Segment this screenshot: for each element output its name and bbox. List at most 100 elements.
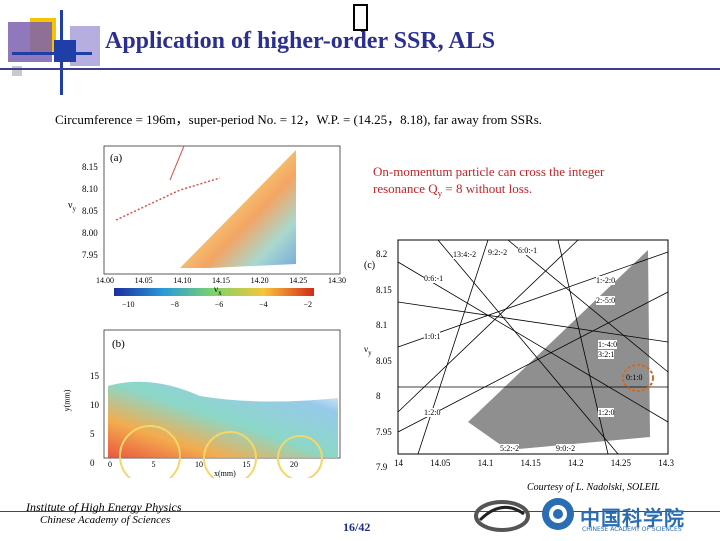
panel-b-y-ticks: 15 10 5 0 [90, 362, 99, 478]
panel-b-x-tick: 5 [151, 460, 156, 469]
panel-b-y-tick: 10 [90, 400, 99, 410]
panel-a-x-axis-label: νx [214, 284, 222, 297]
panel-c-y-tick: 7.95 [376, 426, 392, 437]
resonance-label: 5:2:-2 [500, 444, 520, 453]
panel-a-x-tick: 14.20 [250, 276, 269, 285]
panel-b-x-tick: 10 [195, 460, 203, 469]
panel-c-y-tick: 8.1 [376, 320, 388, 330]
colorbar-tick: −8 [170, 300, 179, 309]
resonance-label: 9:2:-2 [488, 248, 508, 257]
resonance-label: 13:4:-2 [453, 250, 477, 259]
resonance-label: 9:0:-2 [556, 444, 576, 453]
panel-a-colorbar-ticks: −10 −8 −6 −4 −2 [122, 300, 312, 309]
panel-a-y-tick: 8.15 [82, 162, 98, 172]
slide-title: Application of higher-order SSR, ALS [105, 28, 496, 54]
resonance-note: On-momentum particle can cross the integ… [373, 163, 643, 203]
panel-c-x-tick: 14 [394, 458, 403, 468]
panel-b-x-tick: 0 [108, 460, 112, 469]
colorbar-tick: −6 [214, 300, 224, 309]
panel-b-x-tick: 20 [290, 460, 298, 469]
panel-a-y-tick: 8.05 [82, 206, 98, 216]
panel-c-x-tick: 14.1 [477, 458, 494, 468]
corner-hline [12, 52, 92, 55]
resonance-label: 1:-2:0 [596, 276, 616, 285]
note-line-2-sub: y [437, 188, 443, 199]
panel-c-label: (c) [364, 260, 376, 271]
panel-c-y-axis-sub: y [368, 348, 372, 357]
corner-block-purple [8, 22, 52, 62]
panel-b-x-axis-label: x(mm) [214, 469, 236, 478]
panel-a-y-axis-sub: y [72, 205, 77, 213]
panel-a-x-tick: 14.05 [134, 276, 153, 285]
panel-a-y-axis-label: νy [68, 200, 76, 213]
panel-a-y-axis-symbol: ν [68, 200, 73, 211]
panel-c-y-tick: 7.9 [376, 462, 388, 472]
panel-a-x-tick: 14.25 [289, 276, 308, 285]
colorbar-tick: −4 [259, 300, 268, 309]
panel-b-x-ticks: 0 5 10 15 20 [108, 460, 298, 469]
panel-a-y-tick: 8.10 [82, 184, 98, 194]
panel-c-y-axis-symbol: ν [364, 344, 369, 354]
panel-a-y-tick: 7.95 [82, 250, 98, 260]
resonance-label: 1:0:1 [424, 332, 441, 341]
ihep-logo-icon [472, 496, 532, 536]
panel-b-y-tick: 5 [90, 429, 95, 439]
panel-a-y-ticks: 8.15 8.10 8.05 8.00 7.95 [82, 156, 98, 266]
note-line-2: resonance Qy = 8 without loss. [373, 180, 643, 203]
resonance-label: 0:1:0 [626, 373, 643, 382]
note-line-2-prefix: resonance Q [373, 181, 438, 196]
panel-a-y-tick: 8.00 [82, 228, 98, 238]
missing-glyph-box [353, 4, 368, 31]
panel-c-y-tick: 8.05 [376, 355, 392, 366]
corner-block-blue-square [54, 40, 76, 62]
panel-a-x-axis-sub: x [218, 288, 222, 297]
panel-c-y-tick: 8.2 [376, 249, 388, 259]
panel-c-resonance-diagram: (c) 8.2 8.15 8.1 8.05 8 7.95 7.9 νy 14 1… [358, 232, 678, 482]
title-underline [0, 68, 720, 70]
panel-a-x-tick: 14.00 [96, 276, 114, 285]
slide-subtitle: Circumference = 196m，super-period No. = … [55, 112, 543, 127]
cas-logo-subtext: CHINESE ACADEMY OF SCIENCES [582, 526, 682, 533]
panel-c-x-tick: 14.2 [567, 458, 584, 468]
colorbar-tick: −10 [122, 300, 135, 309]
panel-a-x-ticks: 14.00 14.05 14.10 14.15 14.20 14.25 14.3… [96, 276, 346, 285]
panel-c-x-tick: 14.15 [520, 458, 541, 468]
panel-b-y-axis-label: y(mm) [62, 389, 72, 412]
panel-c-y-tick: 8.15 [376, 284, 392, 295]
panel-b-y-tick: 15 [90, 371, 99, 381]
panel-a-label: (a) [110, 152, 123, 164]
panel-a-frequency-map: (a) 8.15 8.10 8.05 8.00 7.95 νy 14.00 14… [60, 138, 350, 318]
panel-c-y-ticks: 8.2 8.15 8.1 8.05 8 7.95 7.9 [376, 237, 392, 482]
resonance-label: 2:-5:0 [596, 296, 616, 305]
academy-name: Chinese Academy of Sciences [40, 514, 171, 526]
panel-b-y-tick: 0 [90, 458, 95, 468]
resonance-label: 1:-4:0 [598, 340, 618, 349]
resonance-label: 1:2:0 [424, 408, 441, 417]
panel-c-x-tick: 14.05 [430, 458, 451, 468]
panel-b-label: (b) [112, 338, 125, 350]
panel-c-x-ticks: 14 14.05 14.1 14.15 14.2 14.25 14.3 [394, 458, 674, 468]
resonance-label: 6:0:-1 [518, 246, 538, 255]
colorbar-tick: −2 [303, 300, 312, 309]
panel-a-x-axis-symbol: ν [214, 284, 219, 294]
resonance-label: 3:2:1 [598, 350, 615, 359]
panel-c-x-tick: 14.25 [610, 458, 632, 468]
note-line-1: On-momentum particle can cross the integ… [373, 164, 605, 179]
cas-logo-text: 中国科学院 [580, 506, 685, 530]
cas-logo-icon [540, 496, 576, 532]
resonance-label: 0:6:-1 [424, 274, 444, 283]
panel-c-y-axis-label: νy [364, 344, 372, 357]
panel-c-y-tick: 8 [376, 391, 381, 401]
footer-rule [0, 511, 720, 512]
corner-small-square [12, 66, 22, 76]
note-line-2-suffix: = 8 without loss. [442, 181, 533, 196]
panel-a-x-tick: 14.15 [211, 276, 230, 285]
panel-b-diffusion-map: (b) 15 10 5 0 y(mm) 0 5 10 15 20 x(mm) [60, 326, 350, 478]
panel-b-x-tick: 15 [242, 460, 251, 469]
panel-c-x-tick: 14.3 [658, 458, 674, 468]
panel-a-x-tick: 14.30 [327, 276, 346, 285]
resonance-label: 1:2:0 [598, 408, 615, 417]
panel-a-x-tick: 14.10 [173, 276, 192, 285]
institute-name: Institute of High Energy Physics [26, 500, 182, 514]
page-number: 16/42 [343, 520, 371, 534]
